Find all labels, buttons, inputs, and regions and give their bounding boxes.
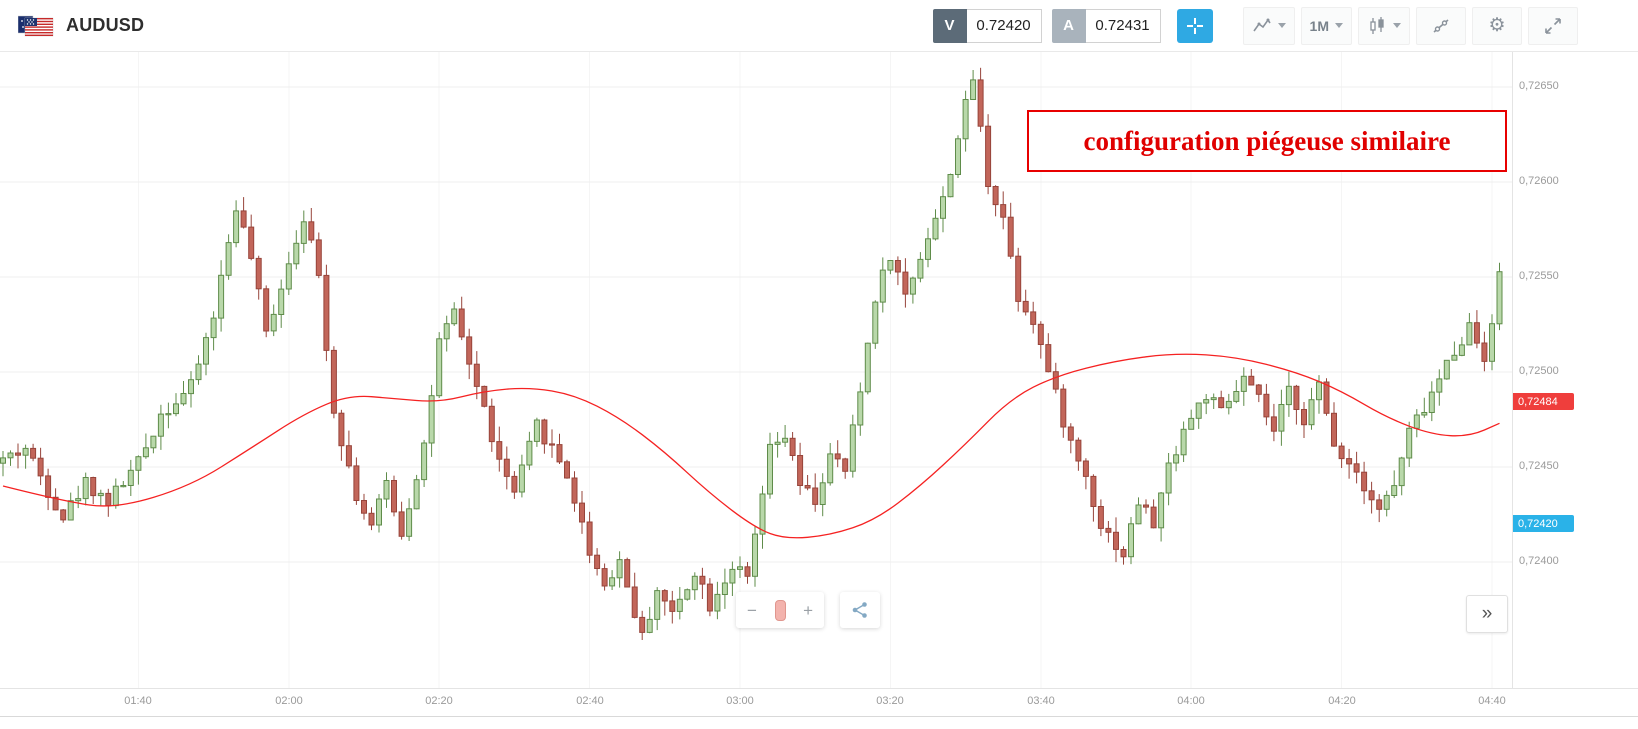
chart-area: 0,72650 0,72600 0,72550 0,72500 0,72450 0,724… [0, 52, 1638, 729]
bid-price-badge: 0,72420 [1513, 515, 1574, 532]
expand-icon [1545, 17, 1561, 34]
time-axis-label: 04:20 [1328, 695, 1356, 707]
zoom-in-button[interactable]: + [803, 600, 813, 620]
time-axis-label: 03:20 [876, 695, 904, 707]
time-axis-label: 02:00 [275, 695, 303, 707]
price-axis[interactable]: 0,72650 0,72600 0,72550 0,72500 0,72450 0,724… [1512, 52, 1638, 688]
ma-value-badge: 0,72484 [1513, 393, 1574, 410]
time-axis-label: 03:00 [726, 695, 754, 707]
indicators-button[interactable] [1416, 6, 1466, 45]
share-icon [852, 602, 867, 618]
chevron-down-icon [1393, 23, 1401, 28]
price-axis-label: 0,72650 [1519, 80, 1559, 92]
jump-to-latest-button[interactable]: » [1466, 595, 1508, 633]
candle-style-button[interactable] [1358, 6, 1410, 45]
time-axis-label: 04:40 [1478, 695, 1506, 707]
chart-type-button[interactable] [1242, 6, 1295, 45]
timeframe-label: 1M [1309, 17, 1329, 34]
price-axis-label: 0,72400 [1519, 555, 1559, 567]
time-axis-label: 03:40 [1027, 695, 1055, 707]
time-axis-label: 02:40 [576, 695, 604, 707]
buy-control: A 0.72431 [1051, 8, 1161, 43]
chevron-down-icon [1335, 23, 1343, 28]
settings-button[interactable]: ⚙ [1472, 6, 1522, 45]
time-axis-label: 04:00 [1177, 695, 1205, 707]
buy-button[interactable]: A [1051, 8, 1086, 43]
price-axis-label: 0,72550 [1519, 270, 1559, 282]
header-toolbar: V 0.72420 A 0.72431 1M [932, 6, 1578, 45]
zoom-out-button[interactable]: − [747, 600, 757, 620]
share-button[interactable] [840, 592, 880, 628]
price-axis-label: 0,72450 [1519, 460, 1559, 472]
sell-button[interactable]: V [932, 8, 967, 43]
buy-price[interactable]: 0.72431 [1085, 8, 1161, 43]
zoom-control: − + [736, 592, 824, 628]
zoom-slider-handle[interactable] [774, 599, 786, 621]
line-chart-icon [1252, 18, 1271, 31]
timeframe-button[interactable]: 1M [1300, 6, 1352, 45]
price-axis-label: 0,72600 [1519, 175, 1559, 187]
indicators-icon [1433, 18, 1449, 33]
chart-header: AUDUSD V 0.72420 A 0.72431 1M [0, 0, 1638, 52]
price-axis-label: 0,72500 [1519, 365, 1559, 377]
sell-price[interactable]: 0.72420 [966, 8, 1042, 43]
gear-icon: ⚙ [1488, 15, 1506, 36]
candlestick-chart[interactable] [0, 52, 1512, 688]
pair-flag-icon [18, 15, 54, 37]
symbol-title: AUDUSD [66, 15, 145, 35]
time-axis-label: 01:40 [124, 695, 152, 707]
time-axis[interactable]: 01:40 02:00 02:20 02:40 03:00 03:20 03:40 04:00… [0, 688, 1638, 717]
crosshair-icon [1186, 17, 1203, 34]
chevron-down-icon [1277, 23, 1286, 28]
fullscreen-button[interactable] [1528, 6, 1578, 45]
sell-control: V 0.72420 [932, 8, 1042, 43]
annotation-text-box[interactable]: configuration piégeuse similaire [1027, 110, 1507, 172]
candlestick-icon [1370, 16, 1384, 34]
crosshair-button[interactable] [1176, 8, 1213, 43]
time-axis-label: 02:20 [425, 695, 453, 707]
